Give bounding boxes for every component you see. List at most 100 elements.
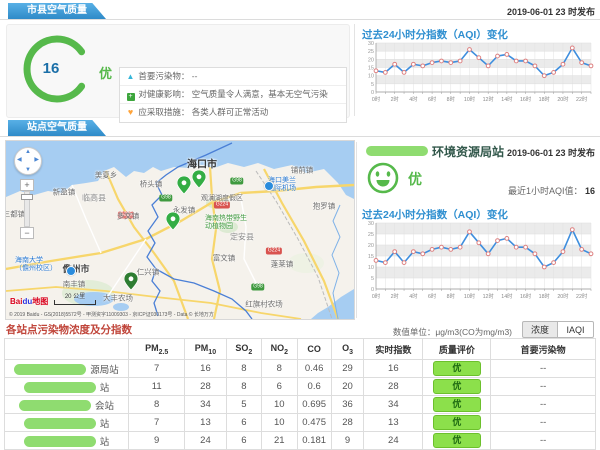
svg-text:25: 25 [368,49,374,55]
map-label: 定安县 [230,232,254,242]
info-value: -- [191,71,198,81]
aqi-line-chart-station: 0 5 10 15 20 25 30 0时 2时 4时 6时 8时 10时 12时 14时 16时 18时 20时… [368,221,594,300]
svg-text:4时: 4时 [409,292,418,300]
station-pin[interactable] [165,211,181,231]
value-cell: 11 [128,377,186,396]
svg-text:10时: 10时 [464,292,476,300]
station-name-suffix: 会站 [95,400,115,412]
primary-pollutant-cell: -- [490,395,596,414]
svg-text:16时: 16时 [520,292,532,300]
value-cell: 34 [363,395,424,414]
svg-text:0: 0 [371,287,374,293]
svg-text:2时: 2时 [391,292,400,300]
redacted-station-prefix [14,364,87,376]
pan-up-icon[interactable]: ▲ [25,149,31,155]
pollutant-table: PM2.5 PM10 SO2 NO2 CO O3 实时指数 质量评价 首要污染物 源局站 7 16 8… [3,338,596,450]
column-header: CO [296,338,332,360]
primary-pollutant-cell: -- [490,413,596,432]
svg-text:5: 5 [371,82,374,88]
latest-aqi-label: 最近1小时AQI值： [507,186,583,196]
table-row[interactable]: 源局站 7 16 8 8 0.46 29 16 优 -- [3,359,596,378]
rating-badge: 优 [432,379,481,394]
unit-label: 数值单位：μg/m3(CO为mg/m3) [392,327,512,337]
svg-text:6时: 6时 [428,292,437,300]
table-row[interactable]: 站 7 13 6 10 0.475 28 13 优 -- [3,413,596,432]
map-label: 富文镇 [212,253,236,263]
map-pan-control[interactable]: ▲ ▼ ◀ ▶ [14,147,42,175]
station-name-suffix: 站 [99,418,110,430]
value-cell: 13 [363,413,424,432]
map-poi-dot [66,266,76,276]
svg-text:2时: 2时 [391,95,400,103]
zoom-slider[interactable] [21,191,33,227]
station-name-suffix: 站 [99,436,110,448]
svg-text:22时: 22时 [576,292,588,300]
aqi-level: 优 [99,66,113,81]
value-cell: 34 [184,395,227,414]
station-name-suffix: 源局站 [90,364,119,376]
svg-text:12时: 12时 [483,292,495,300]
map-label: 桥头镇 [139,179,163,189]
toggle-iaqi[interactable]: IAQI [558,321,594,338]
station-map[interactable]: G98 G224 G225 G98 G224 G98 海口市 儋州市 临高县 定安县 桥头镇 新盈镇美… [5,140,355,320]
pan-down-icon[interactable]: ▼ [25,167,31,173]
info-row-health: + 对健康影响： 空气质量令人满意，基本无空气污染 [120,86,346,104]
svg-text:30: 30 [368,41,374,47]
table-row[interactable]: 站 11 28 8 6 0.6 20 28 优 -- [3,377,596,396]
column-header: 实时指数 [363,338,424,360]
value-cell: 0.181 [296,431,332,450]
station-pin[interactable] [176,175,192,195]
latest-aqi: 最近1小时AQI值： 16 [508,184,595,197]
table-row[interactable]: 站 9 24 6 21 0.181 9 24 优 -- [3,431,596,450]
info-row-pollutant: ▲ 首要污染物： -- [120,68,346,86]
station-name-cell: 会站 [3,395,130,414]
value-cell: 20 [330,377,365,396]
map-zoom-control[interactable]: + − [20,179,34,239]
value-cell: 16 [363,359,424,378]
station-pin[interactable] [191,169,207,189]
station-pin[interactable] [123,271,139,291]
value-cell: 0.475 [296,413,332,432]
zoom-slider-handle[interactable] [21,194,33,200]
svg-text:20时: 20时 [557,95,569,103]
svg-text:15: 15 [368,254,374,260]
svg-text:18时: 18时 [539,292,551,300]
redacted-station-prefix [23,436,96,448]
pan-left-icon[interactable]: ◀ [17,157,22,163]
chart2-title: 过去24小时分指数（AQI）变化 [362,209,508,221]
published-date: 2019-06-01 23 时发布 [506,7,595,17]
column-header: O3 [330,338,365,360]
svg-text:5: 5 [371,276,374,282]
station-name-cell: 站 [3,431,130,450]
road-badge: G224 [213,201,231,209]
redacted-station-prefix [366,146,428,156]
table-header-row: PM2.5 PM10 SO2 NO2 CO O3 实时指数 质量评价 首要污染物 [3,338,596,360]
value-cell: 8 [261,359,298,378]
map-scale: 20 公里 [54,291,96,305]
table-row[interactable]: 会站 8 34 5 10 0.695 36 34 优 -- [3,395,596,414]
station-name: 环境资源局站 [432,145,505,159]
rating-badge: 优 [432,415,481,430]
value-cell: 7 [128,359,186,378]
rating-cell: 优 [422,431,492,450]
zoom-in-button[interactable]: + [20,179,34,191]
road-badge: G225 [117,211,135,219]
value-cell: 16 [184,359,227,378]
tab-city-air-quality: 市县空气质量 [8,3,106,19]
pan-right-icon[interactable]: ▶ [34,157,39,163]
primary-pollutant-cell: -- [490,377,596,396]
rating-badge: 优 [432,433,481,448]
svg-text:14时: 14时 [501,292,513,300]
value-cell: 29 [330,359,365,378]
toggle-concentration[interactable]: 浓度 [522,321,558,338]
health-cross-icon: + [126,93,135,101]
pollutant-icon: ▲ [126,72,135,81]
column-header [3,338,130,360]
rating-badge: 优 [432,397,481,412]
map-label: 海南热带野生 动植物园 [205,214,247,230]
zoom-out-button[interactable]: − [20,227,34,239]
station-published-date: 2019-06-01 23 时发布 [506,148,595,158]
map-poi-dot [264,181,274,191]
value-cell: 0.695 [296,395,332,414]
value-cell: 8 [225,377,263,396]
